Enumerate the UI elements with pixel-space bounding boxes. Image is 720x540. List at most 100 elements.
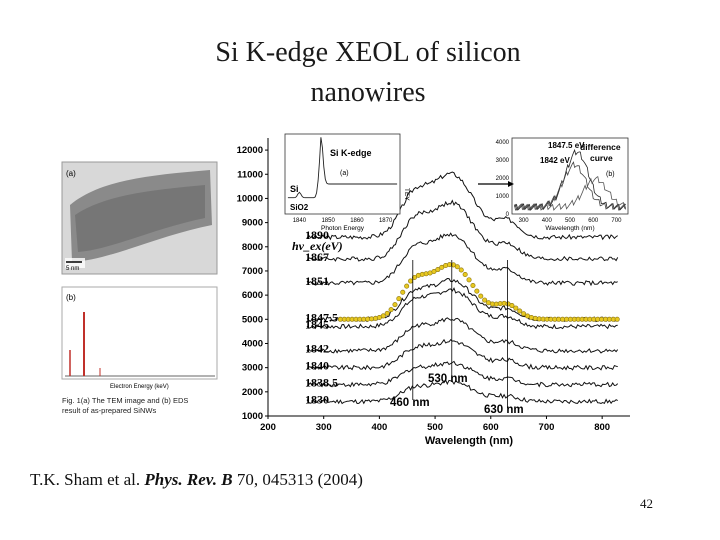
inset-a-label-sio2: SiO2 (290, 203, 309, 212)
inset-b-ytick: 3000 (496, 158, 510, 164)
series-line-1890 (306, 171, 618, 241)
inset-b-annotation-3a: difference (580, 142, 621, 152)
inset-b-curve (513, 175, 626, 211)
series-line-1867 (306, 199, 619, 262)
highlight-point (614, 316, 620, 322)
inset-b-xlabel: Wavelength (nm) (545, 225, 594, 232)
peak-annotation: 630 nm (484, 404, 524, 416)
legend-header: hv_ex(eV) (292, 239, 343, 253)
highlight-point (388, 307, 394, 313)
inset-a-frame (284, 133, 401, 215)
highlight-point (404, 283, 410, 289)
highlight-point (470, 283, 476, 289)
highlight-point (513, 305, 519, 311)
eds-xlabel: Electron Energy (keV) (110, 384, 169, 390)
series-label-1847.5: 1847.5 (305, 310, 338, 324)
peak-annotation: 530 nm (428, 373, 468, 385)
inset-a-tick: 1860 (350, 218, 364, 224)
highlight-point (462, 271, 468, 277)
citation: T.K. Sham et al. Phys. Rev. B 70, 045313… (30, 470, 363, 490)
highlight-point (411, 274, 417, 280)
highlight-point (384, 310, 390, 316)
inset-difference-curve: 0 1000 2000 3000 4000 300 400 500 600 700 Waveleng… (478, 137, 629, 232)
slide-title-line2: nanowires (310, 77, 426, 108)
highlight-point (482, 297, 488, 303)
series-label-1890: 1890 (305, 228, 329, 242)
highlight-point (435, 267, 441, 273)
y-tick-label: 2000 (242, 387, 263, 398)
inset-a-title: Si K-edge (330, 148, 372, 158)
inset-b-annotation-2: 1842 eV (540, 156, 570, 165)
highlight-point (466, 277, 472, 283)
citation-authors: T.K. Sham et al. (30, 470, 141, 489)
inset-b-annotation-3b: curve (590, 153, 613, 163)
inset-b-xtick: 700 (611, 218, 622, 224)
series-label-1830: 1830 (305, 392, 329, 406)
highlight-point (439, 264, 445, 270)
highlight-point (458, 267, 464, 273)
highlight-point (474, 288, 480, 294)
inset-a-tick: 1870 (379, 218, 393, 224)
y-tick-label: 5000 (242, 314, 263, 325)
y-tick-label: 9000 (242, 218, 263, 229)
series-line-1845 (306, 287, 618, 330)
series-label-1867: 1867 (305, 250, 329, 264)
inset-a-line (287, 137, 398, 199)
inset-a-panel: (a) (340, 170, 349, 177)
figure-caption-1: Fig. 1(a) The TEM image and (b) EDS (62, 396, 188, 405)
highlight-point (454, 264, 460, 270)
inset-b-curve (514, 161, 627, 211)
y-tick-label: 1000 (242, 411, 263, 422)
x-tick-label: 800 (594, 422, 610, 433)
series-line-1840 (306, 338, 618, 371)
highlight-point (517, 308, 523, 314)
highlight-point (431, 269, 437, 275)
series-line-1830 (306, 379, 618, 405)
series-label-1838.5: 1838.5 (305, 376, 338, 390)
x-tick-label: 300 (316, 422, 332, 433)
series-label-1842: 1842 (305, 342, 329, 356)
inset-arrow-head (508, 181, 514, 187)
inset-b-annotation-1: 1847.5 eV (548, 141, 585, 150)
y-tick-label: 12000 (237, 145, 263, 156)
scale-bar-label: 5 nm (66, 266, 79, 272)
inset-a-xlabel: Photon Energy (321, 225, 365, 232)
peak-annotation: 460 nm (390, 397, 430, 409)
highlight-point (396, 296, 402, 302)
inset-si-kedge: 1840 1850 1860 1870 Photon Energy Si K-edge (a… (284, 133, 410, 232)
inset-a-tick: 1840 (293, 218, 307, 224)
series-label-1840: 1840 (305, 359, 329, 373)
inset-a-label-si: Si (290, 184, 299, 194)
y-tick-label: 4000 (242, 338, 263, 349)
series-label-1845: 1845 (305, 318, 329, 332)
series-line-1851 (306, 232, 618, 287)
x-tick-label: 400 (371, 422, 387, 433)
series-line-1838.5 (306, 360, 619, 388)
figure-caption-2: result of as-prepared SiNWs (62, 406, 156, 415)
inset-b-ytick: 4000 (496, 140, 510, 146)
y-tick-label: 7000 (242, 266, 263, 277)
highlight-point (400, 289, 406, 295)
highlight-point (509, 303, 515, 309)
highlight-point (392, 302, 398, 308)
citation-journal: Phys. Rev. B (144, 470, 233, 489)
x-axis-label: Wavelength (nm) (425, 435, 514, 447)
highlight-point (478, 293, 484, 299)
eds-chart: (b) Electron Energy (keV) (61, 286, 218, 390)
inset-a-right-label: TEY (403, 188, 410, 201)
inset-b-xtick: 500 (565, 218, 576, 224)
series-label-1851: 1851 (305, 274, 329, 288)
highlight-point (408, 278, 414, 284)
inset-b-xtick: 400 (542, 218, 553, 224)
x-tick-label: 500 (427, 422, 443, 433)
y-tick-label: 8000 (242, 242, 263, 253)
y-tick-label: 6000 (242, 290, 263, 301)
xeol-chart: 1000 2000 3000 4000 5000 6000 7000 8000 9000 1000… (237, 138, 630, 447)
page-number: 42 (640, 496, 653, 511)
tem-panel-label: (a) (66, 169, 76, 178)
eds-panel-label: (b) (66, 293, 76, 302)
inset-a-tick: 1850 (321, 218, 335, 224)
inset-b-ytick: 1000 (496, 194, 510, 200)
inset-b-xtick: 600 (588, 218, 599, 224)
